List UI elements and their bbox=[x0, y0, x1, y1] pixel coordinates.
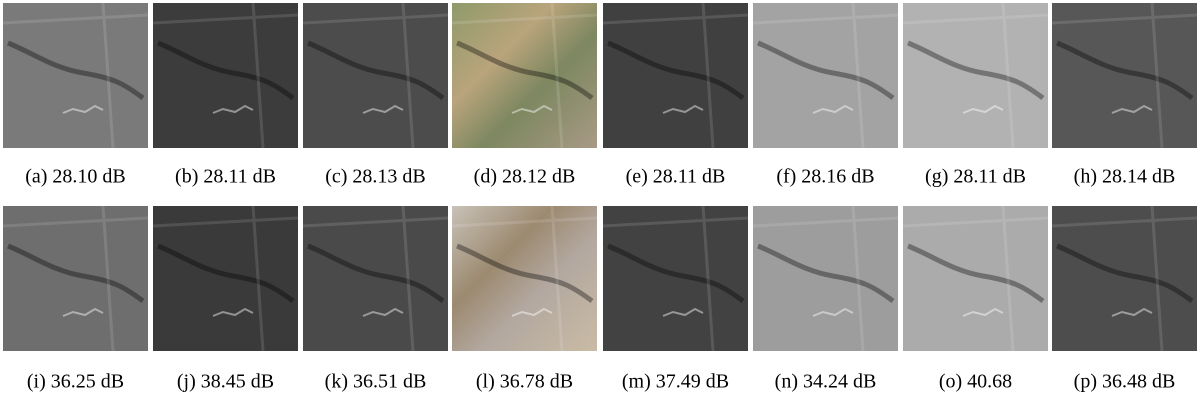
image bbox=[753, 206, 898, 351]
image-panel bbox=[3, 3, 148, 148]
image bbox=[303, 3, 448, 148]
caption: (p) 36.48 dB bbox=[1074, 371, 1176, 393]
caption: (f) 28.16 dB bbox=[776, 166, 874, 188]
caption: (a) 28.10 dB bbox=[25, 166, 126, 188]
image-panel bbox=[153, 3, 298, 148]
image bbox=[153, 206, 298, 351]
image-panel bbox=[303, 3, 448, 148]
image bbox=[1052, 3, 1197, 148]
caption: (c) 28.13 dB bbox=[325, 166, 426, 188]
image bbox=[153, 3, 298, 148]
caption: (g) 28.11 dB bbox=[925, 166, 1026, 188]
image-panel bbox=[753, 3, 898, 148]
caption: (e) 28.11 dB bbox=[626, 166, 726, 188]
image-panel bbox=[753, 206, 898, 351]
image bbox=[603, 3, 748, 148]
image-panel bbox=[903, 206, 1048, 351]
image-panel bbox=[3, 206, 148, 351]
image-panel bbox=[603, 206, 748, 351]
caption: (m) 37.49 dB bbox=[622, 371, 729, 393]
caption: (l) 36.78 dB bbox=[476, 371, 573, 393]
image bbox=[3, 206, 148, 351]
caption: (o) 40.68 bbox=[939, 371, 1012, 393]
image bbox=[452, 3, 597, 148]
image bbox=[1052, 206, 1197, 351]
caption: (d) 28.12 dB bbox=[474, 166, 576, 188]
caption: (b) 28.11 dB bbox=[175, 166, 276, 188]
caption: (h) 28.14 dB bbox=[1074, 166, 1176, 188]
image-panel bbox=[153, 206, 298, 351]
image bbox=[603, 206, 748, 351]
image bbox=[753, 3, 898, 148]
image bbox=[3, 3, 148, 148]
image-panel bbox=[1052, 206, 1197, 351]
image bbox=[903, 206, 1048, 351]
image-panel bbox=[303, 206, 448, 351]
caption: (k) 36.51 dB bbox=[325, 371, 427, 393]
image-panel bbox=[452, 3, 597, 148]
image bbox=[452, 206, 597, 351]
caption: (i) 36.25 dB bbox=[27, 371, 124, 393]
figure: (a) 28.10 dB (b) 28.11 dB (c) 28.13 dB (d) … bbox=[0, 0, 1202, 401]
image-panel bbox=[1052, 3, 1197, 148]
image bbox=[303, 206, 448, 351]
caption: (n) 34.24 dB bbox=[775, 371, 877, 393]
image bbox=[903, 3, 1048, 148]
image-panel bbox=[903, 3, 1048, 148]
image-panel bbox=[603, 3, 748, 148]
caption: (j) 38.45 dB bbox=[177, 371, 274, 393]
image-panel bbox=[452, 206, 597, 351]
